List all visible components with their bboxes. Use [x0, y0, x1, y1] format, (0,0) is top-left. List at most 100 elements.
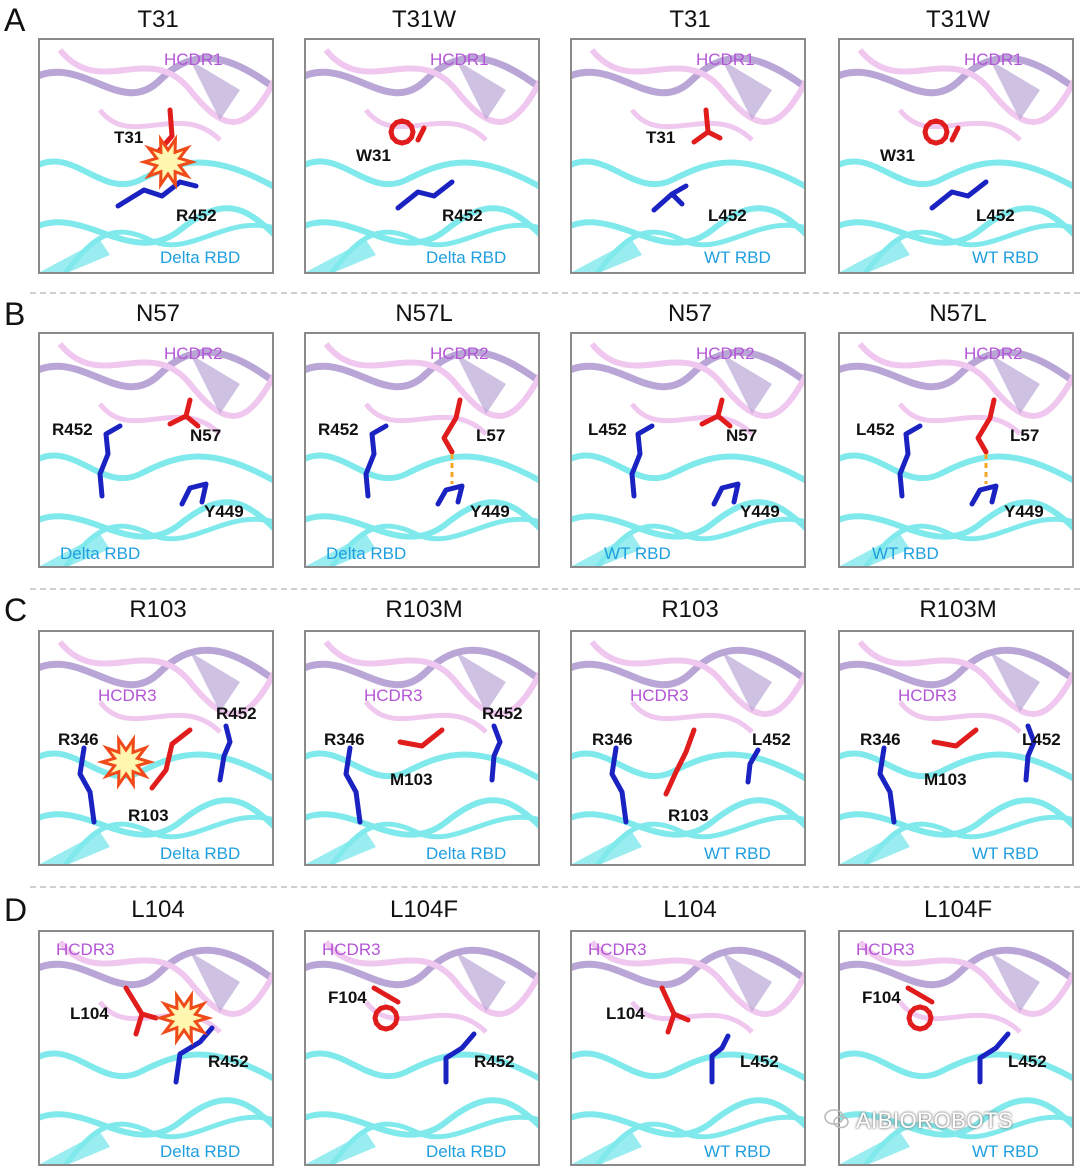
antibody-sheet	[990, 354, 1040, 414]
rbd-ribbon	[840, 452, 1072, 484]
rbd-label: WT RBD	[972, 1142, 1039, 1161]
antibody-residue-stick	[149, 727, 193, 791]
antibody-ribbon	[589, 342, 804, 419]
panel-a1-title: T31	[137, 6, 179, 33]
antibody-ribbon	[40, 946, 272, 989]
antibody-residue-label: N57	[190, 426, 222, 445]
rbd-sheet	[40, 832, 110, 864]
rbd-residue-label: R452	[176, 206, 217, 225]
cdr-label: HCDR3	[56, 940, 115, 959]
antibody-ribbon	[857, 940, 1072, 1017]
wechat-icon	[824, 1109, 849, 1129]
antibody-ribbon	[840, 946, 1072, 989]
antibody-loop	[898, 108, 1022, 142]
antibody-ribbon	[572, 946, 804, 989]
rbd-residue-label: L452	[588, 420, 627, 439]
panel-d2: HCDR3 F104 R452 Delta RBD	[304, 930, 540, 1166]
structure-illustration	[840, 342, 1072, 566]
cdr-label: HCDR3	[856, 940, 915, 959]
antibody-residue-stick	[371, 985, 401, 1005]
antibody-residue-label: T31	[646, 128, 676, 147]
panel-a1: HCDR1 T31 R452 Delta RBD	[38, 38, 274, 274]
antibody-sheet	[990, 60, 1040, 120]
antibody-residue-stick	[167, 397, 201, 429]
cdr-label: HCDR3	[588, 940, 647, 959]
rbd-label: WT RBD	[972, 844, 1039, 863]
antibody-loop	[898, 402, 1022, 436]
panel-b3: HCDR2 L452 N57 Y449 WT RBD	[570, 332, 806, 568]
antibody-loop	[98, 700, 222, 734]
rbd-residue-stick	[897, 423, 999, 507]
panel-a3-title: T31	[669, 6, 711, 33]
panel-d1-title: L104	[131, 896, 185, 923]
aromatic-ring	[372, 1004, 400, 1032]
antibody-ribbon	[40, 54, 272, 97]
structure-illustration	[306, 940, 538, 1164]
panel-d2-title: L104F	[389, 896, 459, 923]
antibody-ribbon	[840, 54, 1072, 97]
rbd-residue-2-label: Y449	[204, 502, 244, 521]
rbd-ribbon	[40, 750, 272, 782]
antibody-ribbon	[57, 940, 272, 1017]
rbd-residue-label: R452	[208, 1052, 249, 1071]
antibody-loop	[630, 108, 754, 142]
antibody-residue-label: W31	[880, 146, 915, 165]
rbd-ribbon	[572, 452, 804, 484]
rbd-ribbon	[572, 205, 804, 246]
structure-illustration	[306, 48, 538, 272]
antibody-ribbon	[57, 640, 272, 717]
rbd-ribbon	[306, 158, 538, 190]
cdr-label: HCDR1	[430, 50, 489, 69]
rbd-label: WT RBD	[872, 544, 939, 563]
antibody-sheet	[190, 952, 240, 1012]
antibody-loop	[364, 700, 488, 734]
antibody-residue-label: L104	[70, 1004, 109, 1023]
antibody-residue-stick	[441, 397, 463, 455]
antibody-ribbon	[589, 640, 804, 717]
rbd-sheet	[40, 534, 110, 566]
cdr-label: HCDR3	[364, 686, 423, 705]
rbd-residue-label: R452	[482, 704, 523, 723]
rbd-sheet	[306, 240, 376, 272]
antibody-ribbon	[306, 54, 538, 97]
rbd-residue-label: L452	[708, 206, 747, 225]
rbd-sheet	[306, 534, 376, 566]
antibody-residue-label: L57	[476, 426, 506, 445]
antibody-ribbon	[857, 342, 1072, 419]
rbd-residue-label: L452	[856, 420, 895, 439]
rbd-residue-2-label: Y449	[470, 502, 510, 521]
rbd-sheet	[840, 1132, 910, 1164]
rbd-residue-label: L452	[1008, 1052, 1047, 1071]
rbd-label: WT RBD	[704, 1142, 771, 1161]
rbd-label: Delta RBD	[326, 544, 407, 563]
rbd-sheet	[572, 240, 642, 272]
rbd-residue-label: L452	[752, 730, 791, 749]
panel-b4: HCDR2 L452 L57 Y449 WT RBD	[838, 332, 1074, 568]
structure-illustration	[40, 48, 272, 272]
panel-a4-title: T31W	[925, 6, 990, 33]
panel-d1: HCDR3 L104 R452 Delta RBD	[38, 930, 274, 1166]
rbd-label: Delta RBD	[160, 248, 241, 267]
antibody-ribbon	[306, 348, 538, 391]
antibody-residue-label: N57	[726, 426, 758, 445]
rbd-residue-stick	[443, 1031, 477, 1085]
antibody-residue-stick	[663, 727, 697, 797]
antibody-residue-stick	[975, 397, 997, 455]
rbd-ribbon	[40, 205, 272, 246]
rbd-sheet	[840, 534, 910, 566]
rbd-residue-2-label: Y449	[1004, 502, 1044, 521]
rbd-ribbon	[306, 797, 538, 838]
structure-illustration	[840, 48, 1072, 272]
rbd-residue-2-label: R346	[592, 730, 633, 749]
antibody-ribbon	[323, 342, 538, 419]
watermark: AIBIOROBOTS	[856, 1108, 1014, 1133]
structure-illustration	[40, 342, 272, 566]
antibody-sheet	[722, 60, 772, 120]
antibody-loop	[364, 108, 488, 142]
antibody-sheet	[990, 652, 1040, 712]
rbd-residue-stick	[609, 745, 761, 825]
rbd-ribbon	[840, 158, 1072, 190]
cdr-label: HCDR3	[98, 686, 157, 705]
antibody-sheet	[456, 952, 506, 1012]
panel-letter-b: B	[4, 296, 26, 332]
